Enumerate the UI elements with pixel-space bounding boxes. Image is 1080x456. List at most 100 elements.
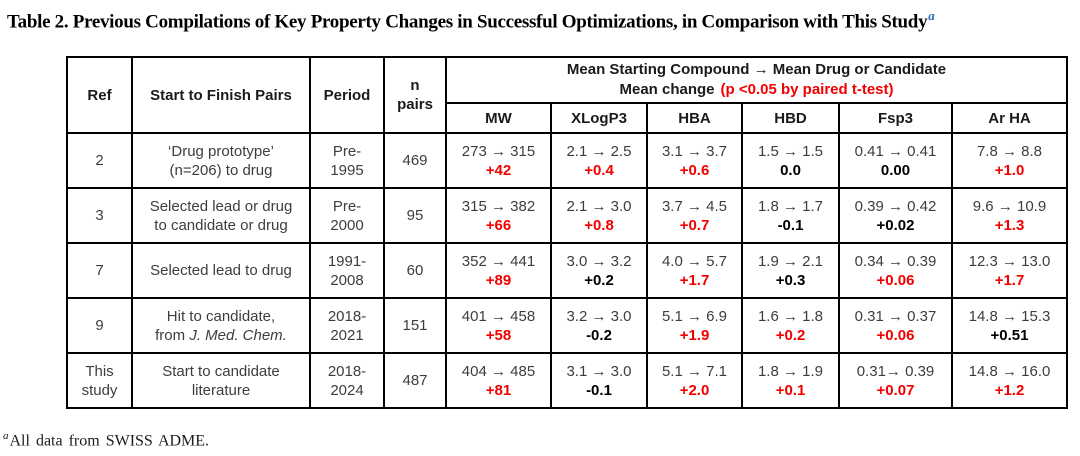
header-mw: MW — [445, 102, 552, 134]
cell-n-pairs: 469 — [383, 132, 447, 189]
cell-mw: 404 → 485 +81 — [445, 352, 552, 409]
xlogp3-delta: -0.1 — [586, 381, 612, 399]
mw-change: 315 → 382 — [461, 197, 536, 215]
cell-period: Pre- 2000 — [309, 187, 385, 244]
cell-ref: 9 — [66, 297, 133, 354]
cell-pairs: Selected lead to drug — [131, 242, 311, 299]
hba-delta: +2.0 — [679, 381, 710, 399]
cell-xlogp3: 3.0 → 3.2 +0.2 — [550, 242, 648, 299]
arha-change: 14.8 → 15.3 — [968, 307, 1051, 325]
mw-delta: +58 — [485, 326, 512, 344]
xlogp3-change: 3.0 → 3.2 — [566, 252, 632, 270]
significance-note: (p <0.05 by paired t-test) — [720, 81, 894, 98]
hba-delta: +0.6 — [679, 161, 710, 179]
hba-delta: +1.7 — [679, 271, 710, 289]
cell-fsp3: 0.31→ 0.39 +0.07 — [838, 352, 953, 409]
cell-n-pairs: 151 — [383, 297, 447, 354]
hbd-change: 1.8 → 1.7 — [757, 197, 824, 215]
xlogp3-change: 2.1 → 2.5 — [566, 142, 632, 160]
cell-period: Pre- 1995 — [309, 132, 385, 189]
hbd-change: 1.5 → 1.5 — [757, 142, 824, 160]
table-caption-text: Table 2. Previous Compilations of Key Pr… — [7, 11, 928, 33]
cell-n-pairs: 95 — [383, 187, 447, 244]
cell-arha: 14.8 → 15.3 +0.51 — [951, 297, 1068, 354]
mw-change: 273 → 315 — [461, 142, 536, 160]
header-pairs: Start to Finish Pairs — [131, 56, 311, 134]
cell-hba: 5.1 → 6.9 +1.9 — [646, 297, 743, 354]
hbd-delta: +0.3 — [775, 271, 806, 289]
hba-change: 3.1 → 3.7 — [661, 142, 728, 160]
cell-hbd: 1.5 → 1.5 0.0 — [741, 132, 840, 189]
cell-arha: 12.3 → 13.0 +1.7 — [951, 242, 1068, 299]
hbd-delta: 0.0 — [780, 161, 801, 179]
xlogp3-change: 3.1 → 3.0 — [566, 362, 632, 380]
pairs-line2-prefix: from — [155, 326, 190, 344]
mw-change: 404 → 485 — [461, 362, 536, 380]
cell-hbd: 1.9 → 2.1 +0.3 — [741, 242, 840, 299]
cell-fsp3: 0.34 → 0.39 +0.06 — [838, 242, 953, 299]
pairs-line1: Hit to candidate, — [166, 307, 276, 325]
hba-delta: +1.9 — [679, 326, 710, 344]
cell-n-pairs: 487 — [383, 352, 447, 409]
caption-footnote-marker: a — [928, 8, 935, 23]
cell-period: 2018- 2021 — [309, 297, 385, 354]
cell-n-pairs: 60 — [383, 242, 447, 299]
fsp3-delta: +0.07 — [876, 381, 915, 399]
arha-delta: +1.3 — [994, 216, 1025, 234]
cell-pairs: Selected lead or drug to candidate or dr… — [131, 187, 311, 244]
arha-change: 12.3 → 13.0 — [968, 252, 1051, 270]
hba-change: 5.1 → 6.9 — [661, 307, 728, 325]
cell-fsp3: 0.31 → 0.37 +0.06 — [838, 297, 953, 354]
pairs-journal-name: J. Med. Chem. — [189, 326, 287, 344]
arha-delta: +0.51 — [990, 326, 1029, 344]
hbd-delta: +0.2 — [775, 326, 806, 344]
fsp3-delta: +0.06 — [876, 326, 915, 344]
cell-hbd: 1.6 → 1.8 +0.2 — [741, 297, 840, 354]
cell-mw: 352 → 441 +89 — [445, 242, 552, 299]
footnote-text: All data from SWISS ADME. — [9, 432, 210, 450]
header-hbd: HBD — [741, 102, 840, 134]
cell-hba: 5.1 → 7.1 +2.0 — [646, 352, 743, 409]
cell-hbd: 1.8 → 1.7 -0.1 — [741, 187, 840, 244]
fsp3-change: 0.41 → 0.41 — [854, 142, 937, 160]
hba-delta: +0.7 — [679, 216, 710, 234]
arha-delta: +1.7 — [994, 271, 1025, 289]
cell-ref: 7 — [66, 242, 133, 299]
span-header-line2: Mean change (p <0.05 by paired t-test) — [450, 80, 1063, 100]
cell-mw: 273 → 315 +42 — [445, 132, 552, 189]
cell-arha: 7.8 → 8.8 +1.0 — [951, 132, 1068, 189]
cell-arha: 14.8 → 16.0 +1.2 — [951, 352, 1068, 409]
mean-change-label: Mean change — [619, 81, 715, 98]
hba-change: 4.0 → 5.7 — [661, 252, 728, 270]
cell-mw: 401 → 458 +58 — [445, 297, 552, 354]
hba-change: 5.1 → 7.1 — [661, 362, 728, 380]
cell-period: 2018- 2024 — [309, 352, 385, 409]
header-arha: Ar HA — [951, 102, 1068, 134]
cell-ref: 3 — [66, 187, 133, 244]
mw-delta: +66 — [485, 216, 512, 234]
cell-fsp3: 0.39 → 0.42 +0.02 — [838, 187, 953, 244]
cell-ref: 2 — [66, 132, 133, 189]
fsp3-delta: 0.00 — [880, 161, 911, 179]
cell-hba: 3.7 → 4.5 +0.7 — [646, 187, 743, 244]
cell-hba: 4.0 → 5.7 +1.7 — [646, 242, 743, 299]
fsp3-delta: +0.02 — [876, 216, 915, 234]
header-xlogp3: XLogP3 — [550, 102, 648, 134]
cell-xlogp3: 3.2 → 3.0 -0.2 — [550, 297, 648, 354]
arha-delta: +1.2 — [994, 381, 1025, 399]
cell-xlogp3: 2.1 → 3.0 +0.8 — [550, 187, 648, 244]
footnote: aAll data from SWISS ADME. — [3, 430, 209, 450]
cell-hbd: 1.8 → 1.9 +0.1 — [741, 352, 840, 409]
arha-delta: +1.0 — [994, 161, 1025, 179]
xlogp3-delta: +0.4 — [584, 161, 614, 179]
fsp3-delta: +0.06 — [876, 271, 915, 289]
arha-change: 7.8 → 8.8 — [976, 142, 1043, 160]
arha-change: 9.6 → 10.9 — [972, 197, 1047, 215]
xlogp3-change: 3.2 → 3.0 — [566, 307, 632, 325]
arha-change: 14.8 → 16.0 — [968, 362, 1051, 380]
cell-pairs: ‘Drug prototype’ (n=206) to drug — [131, 132, 311, 189]
header-row-properties: MW XLogP3 HBA HBD Fsp3 Ar HA — [67, 102, 1068, 134]
cell-xlogp3: 3.1 → 3.0 -0.1 — [550, 352, 648, 409]
xlogp3-delta: +0.2 — [584, 271, 614, 289]
footnote-marker: a — [3, 430, 9, 442]
